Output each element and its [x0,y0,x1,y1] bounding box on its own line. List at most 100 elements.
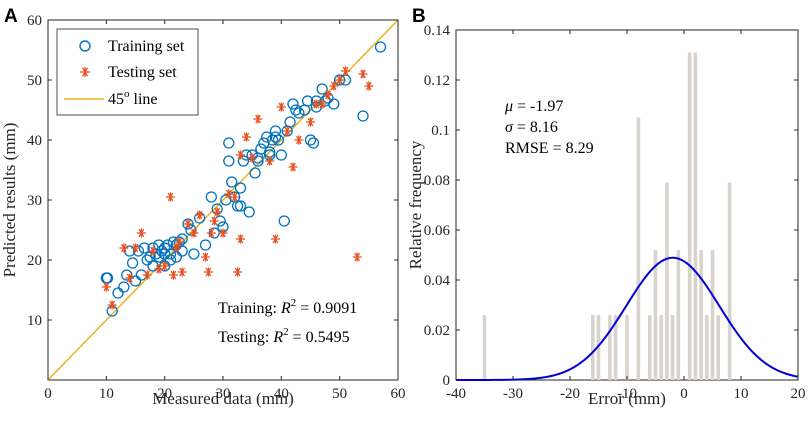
testing-r2-sup: 2 [283,326,289,338]
training-point [284,116,296,128]
testing-point [306,117,315,127]
testing-point [119,243,129,253]
histogram-bar [625,315,629,380]
testing-point [276,102,286,112]
training-point [164,254,177,266]
x-tick-label: 10 [99,386,114,402]
sigma-annotation: σ = 8.16 [505,119,558,136]
testing-point [166,192,175,202]
training-point [293,107,305,119]
testing-point [358,69,368,79]
legend-training-label: Training set [108,38,185,55]
histogram-bar [482,315,487,380]
training-r2-value: = 0.9091 [296,300,357,317]
panel-a-label: A [4,6,18,27]
x-tick-label: -40 [446,386,466,402]
testing-point [177,267,187,277]
testing-point [271,234,280,244]
testing-point [171,243,181,253]
testing-point [174,237,184,247]
training-point [328,98,340,110]
histogram-bar [710,250,715,380]
training-point [118,281,130,293]
testing-point [168,270,178,280]
testing-point [131,243,140,253]
testing-r2-value: = 0.5495 [289,329,350,346]
testing-point [335,75,345,85]
x-tick-label: 20 [791,386,806,402]
x-tick-label: 0 [44,386,52,402]
testing-point [236,234,245,244]
x-tick-label: -20 [560,386,580,402]
training-point [164,248,177,260]
testing-point [107,300,117,310]
legend-line-label: 45o line [108,88,158,108]
rmse-value: = 8.29 [549,140,594,157]
testing-point [201,252,210,262]
histogram-bar [716,315,720,380]
training-point [272,134,285,146]
testing-point [206,228,216,238]
training-point [234,200,247,212]
legend-line-suffix: line [130,91,158,108]
testing-point [154,264,164,274]
testing-point [189,228,199,238]
testing-point [311,99,321,109]
testing-point [341,66,350,76]
y-tick-label: 30 [27,193,42,209]
training-r2-sup: 2 [291,297,297,309]
plot-b-xlabel: Error (mm) [588,389,666,408]
panel-b: B -40 -30 -20 -10 0 10 20 0 0.02 0.04 0.06 0.08 0.1 0… [406,6,806,408]
x-tick-label: 40 [274,386,289,402]
training-point [226,176,238,188]
testing-point [212,207,222,217]
y-tick-label: 0.08 [424,173,450,189]
x-tick-label: 0 [680,386,688,402]
legend: Training set Testing set 45o line [56,28,199,116]
testing-point [265,156,275,166]
training-point [199,239,212,251]
testing-points [101,66,374,310]
histogram-bar [727,182,732,380]
y-tick-label: 0.06 [424,223,451,239]
training-point [101,272,114,284]
legend-training-marker [79,40,91,52]
y-tick-label: 0.12 [424,73,450,89]
training-point [124,245,136,257]
training-point [188,248,200,260]
testing-point [101,282,111,292]
training-point [234,182,247,194]
testing-point [282,126,292,136]
mu-symbol: μ [504,98,513,115]
training-r2-var: R [280,300,291,317]
testing-point [233,267,243,277]
plot-a-xlabel: Measured data (mm) [152,389,294,408]
histogram-bar [591,315,595,380]
testing-r2-var: R [272,329,283,346]
histogram-bar [608,315,612,380]
testing-point [203,267,213,277]
y-tick-label: 0 [443,373,451,389]
plot-a-ticks: 0 10 20 30 40 50 60 10 20 30 40 50 60 [27,13,406,402]
training-point [249,167,261,179]
mu-annotation: μ = -1.97 [504,98,563,115]
rmse-annotation: RMSE = 8.29 [505,140,594,157]
x-tick-label: 20 [157,386,172,402]
legend-testing-label: Testing set [108,64,177,81]
legend-testing-marker [80,67,90,77]
training-point [252,155,264,167]
mu-value: = -1.97 [513,98,563,115]
training-point [159,260,171,272]
training-point [147,260,159,272]
testing-point [364,81,374,91]
x-tick-label: 10 [734,386,749,402]
sigma-symbol: σ [505,119,514,136]
training-point [112,287,124,299]
training-point [159,242,171,254]
histogram-bar [613,315,618,380]
x-tick-label: -30 [503,386,523,402]
training-r2-annotation: Training: R2 = 0.9091 [218,297,357,317]
y-tick-label: 10 [27,313,42,329]
testing-point [230,192,240,202]
